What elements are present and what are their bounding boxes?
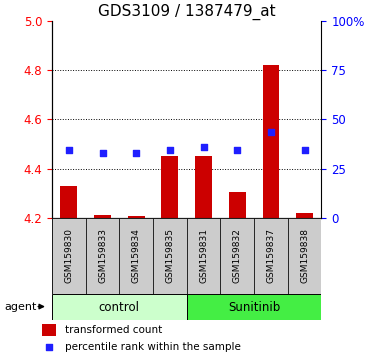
Point: [268, 130, 274, 135]
Bar: [195, 156, 212, 218]
Text: percentile rank within the sample: percentile rank within the sample: [65, 342, 241, 352]
Bar: [119, 218, 153, 294]
Text: GSM159831: GSM159831: [199, 228, 208, 283]
Bar: [85, 218, 119, 294]
Point: [99, 150, 105, 156]
Point: [133, 150, 139, 156]
Point: [301, 148, 308, 153]
Bar: [153, 218, 187, 294]
Point: [234, 148, 240, 153]
Text: transformed count: transformed count: [65, 325, 163, 335]
Text: GSM159832: GSM159832: [233, 228, 242, 283]
Text: GSM159830: GSM159830: [64, 228, 73, 283]
Bar: [52, 218, 85, 294]
Point: [46, 344, 52, 349]
Point: [201, 144, 207, 150]
Text: Sunitinib: Sunitinib: [228, 301, 280, 314]
Text: GSM159834: GSM159834: [132, 228, 141, 283]
Bar: [296, 213, 313, 218]
Bar: [254, 218, 288, 294]
Bar: [42, 324, 56, 336]
Bar: [60, 186, 77, 218]
Text: control: control: [99, 301, 140, 314]
Text: GSM159838: GSM159838: [300, 228, 309, 283]
Bar: [94, 215, 111, 218]
Bar: [288, 218, 321, 294]
Text: GSM159833: GSM159833: [98, 228, 107, 283]
Text: GSM159837: GSM159837: [266, 228, 275, 283]
Bar: [187, 294, 321, 320]
Bar: [229, 192, 246, 218]
Title: GDS3109 / 1387479_at: GDS3109 / 1387479_at: [98, 4, 276, 20]
Text: agent: agent: [4, 302, 37, 312]
Bar: [161, 156, 178, 218]
Bar: [220, 218, 254, 294]
Bar: [187, 218, 220, 294]
Point: [66, 147, 72, 153]
Text: GSM159835: GSM159835: [166, 228, 174, 283]
Bar: [52, 294, 187, 320]
Bar: [128, 217, 145, 218]
Bar: [263, 65, 280, 218]
Point: [167, 147, 173, 153]
